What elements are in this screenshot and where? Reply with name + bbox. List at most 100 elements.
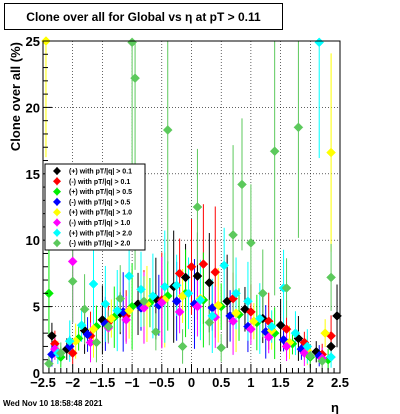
marker-s7-p1	[55, 348, 66, 358]
marker-s6-p5	[112, 305, 123, 316]
marker-s1-p9	[198, 259, 209, 269]
marker-s7-p22	[293, 122, 304, 133]
marker-s1-p8	[186, 261, 197, 272]
x-tick-label-4: −0.5	[149, 375, 175, 390]
marker-s6-p17	[254, 313, 265, 324]
legend-marker-1	[53, 177, 61, 186]
marker-s7-p8	[130, 73, 140, 84]
y-tick-label-0: 0	[33, 366, 40, 381]
legend-entry-3: (-) with pT/|q| > 0.5	[53, 197, 130, 206]
x-tick-label-1: −2	[65, 375, 80, 390]
y-tick-label-2: 10	[26, 233, 40, 248]
legend-marker-7	[53, 239, 61, 248]
marker-s5-p4	[121, 315, 132, 325]
x-tick-label-9: 2	[307, 375, 314, 390]
legend-label-7: (-) with pT/|q| > 2.0	[69, 241, 130, 248]
marker-s7-p18	[246, 238, 256, 248]
marker-s7-p25	[326, 272, 336, 283]
marker-s7-p2	[67, 276, 78, 287]
marker-s6-p15	[231, 288, 241, 299]
marker-s6-p18	[266, 321, 277, 332]
x-tick-label-0: −2.5	[30, 375, 56, 390]
legend: (+) with pT/|q| > 0.1 (-) with pT/|q| > 0…	[44, 163, 146, 251]
y-tick-label-5: 25	[26, 34, 40, 49]
y-tick-label-1: 5	[33, 300, 40, 315]
marker-s4-p4	[106, 313, 117, 324]
marker-s5-p13	[281, 341, 292, 352]
marker-s7-p16	[228, 230, 238, 240]
marker-s6-p13	[207, 311, 218, 321]
marker-s7-p3	[79, 304, 90, 315]
x-tick-label-3: −1	[125, 375, 140, 390]
marker-s4-p17	[326, 147, 336, 158]
marker-s7-p21	[281, 283, 292, 293]
marker-s7-p11	[162, 125, 173, 135]
y-tick-label-3: 15	[26, 167, 40, 182]
x-tick-label-8: 1.5	[272, 375, 290, 390]
legend-entry-7: (-) with pT/|q| > 2.0	[53, 239, 130, 248]
marker-s6-p14	[219, 260, 230, 271]
legend-marker-0	[53, 167, 61, 175]
marker-s6-p16	[243, 296, 253, 307]
legend-entry-5: (-) with pT/|q| > 1.0	[53, 218, 130, 227]
marker-s5-p6	[156, 297, 167, 308]
marker-s5-p7	[174, 307, 185, 317]
marker-s3-p7	[171, 296, 182, 307]
legend-label-6: (+) with pT/|q| > 2.0	[69, 230, 132, 237]
marker-s7-p12	[177, 341, 188, 352]
marker-s6-p4	[100, 299, 111, 309]
marker-s6-p7	[136, 284, 146, 295]
marker-s6-p10	[171, 280, 182, 291]
marker-s6-p22	[314, 37, 325, 48]
marker-s6-p3	[88, 279, 99, 289]
marker-s6-p2	[76, 320, 87, 331]
y-tick-labels: 0 5 10 15 20 25	[26, 34, 40, 381]
legend-marker-4	[53, 208, 61, 217]
y-tick-label-4: 20	[26, 100, 40, 115]
legend-label-2: (+) with pT/|q| > 0.5	[69, 189, 132, 196]
marker-s4-p11	[231, 308, 241, 319]
marker-s0-p8	[180, 272, 191, 283]
marker-s0-p9	[192, 271, 203, 281]
chart-title: Clone over all for Global vs η at pT > 0…	[4, 3, 283, 30]
legend-label-3: (-) with pT/|q| > 0.5	[69, 199, 130, 206]
x-tick-label-2: −1.5	[90, 375, 116, 390]
legend-marker-3	[53, 197, 61, 206]
marker-s1-p7	[174, 268, 185, 279]
marker-s0-p0	[47, 330, 57, 341]
marker-s0-p10	[204, 277, 215, 288]
marker-s6-p11	[183, 288, 194, 299]
marker-s3-p2	[82, 329, 93, 340]
marker-s7-p24	[317, 356, 328, 366]
footer-timestamp: Wed Nov 10 18:58:48 2021	[3, 399, 103, 408]
marker-s7-p20	[269, 146, 280, 157]
marker-s7-p14	[204, 317, 215, 328]
legend-marker-2	[53, 187, 61, 196]
x-axis-label: η	[331, 400, 339, 414]
legend-entry-2: (+) with pT/|q| > 0.5	[53, 187, 132, 196]
legend-label-4: (+) with pT/|q| > 1.0	[69, 210, 132, 217]
legend-entry-1: (-) with pT/|q| > 0.1	[53, 177, 130, 186]
legend-entry-6: (+) with pT/|q| > 2.0	[53, 228, 132, 237]
marker-s6-p20	[290, 328, 301, 339]
marker-s0-p17	[326, 341, 336, 352]
marker-s5-p5	[139, 303, 149, 313]
legend-label-5: (-) with pT/|q| > 1.0	[69, 220, 130, 227]
marker-s2-p0	[44, 288, 54, 299]
marker-s4-p16	[320, 328, 331, 339]
data-markers	[41, 36, 342, 369]
marker-s6-p1	[64, 336, 75, 346]
marker-s7-p6	[115, 293, 126, 304]
marker-s6-p12	[195, 295, 206, 305]
marker-s6-p9	[159, 281, 170, 292]
marker-s6-p23	[326, 352, 336, 362]
marker-s1-p12	[246, 307, 256, 317]
marker-s3-p1	[64, 341, 75, 352]
x-tick-label-5: 0	[188, 375, 195, 390]
marker-s6-p8	[148, 291, 158, 301]
legend-entry-4: (+) with pT/|q| > 1.0	[53, 208, 132, 217]
marker-s5-p1	[67, 256, 78, 267]
marker-s4-p5	[124, 305, 134, 316]
marker-s7-p19	[257, 288, 268, 299]
